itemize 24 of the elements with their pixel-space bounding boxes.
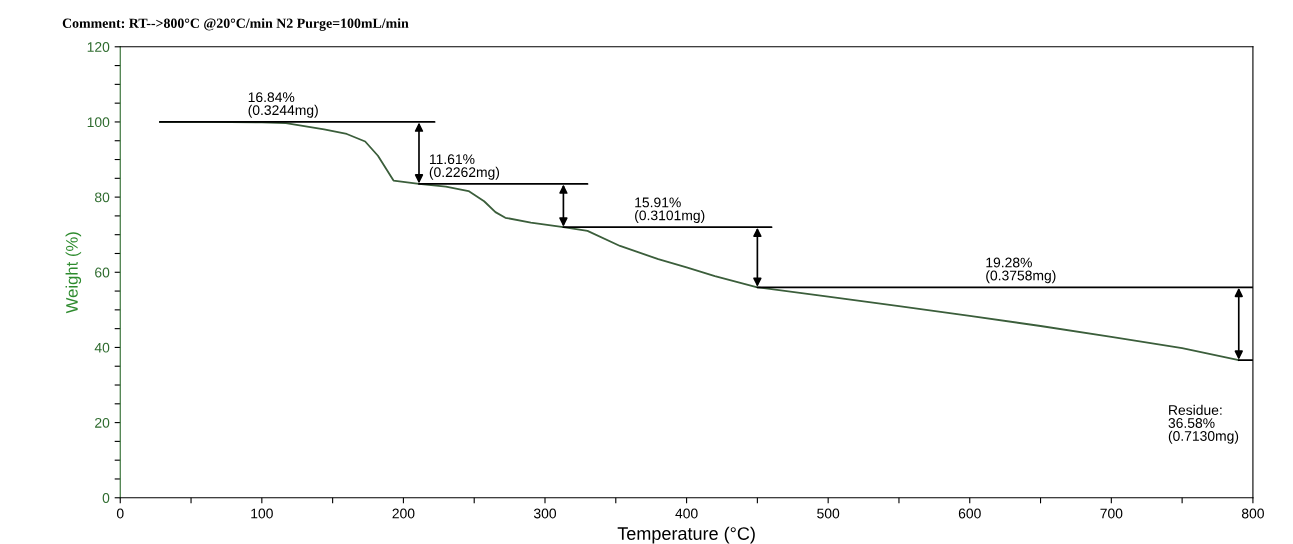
x-tick-label: 200	[392, 508, 415, 519]
annotation: 16.84% (0.3244mg)	[248, 92, 318, 118]
x-tick-label: 0	[116, 508, 124, 519]
y-tick-label: 0	[102, 493, 110, 503]
x-tick-label: 100	[251, 508, 273, 519]
y-tick-label: 100	[87, 117, 110, 128]
y-tick-label: 80	[94, 192, 110, 203]
x-tick-label: 700	[1100, 508, 1123, 519]
y-tick-label: 20	[95, 417, 110, 428]
y-axis-title: Weight (%)	[65, 232, 82, 314]
annotation: 15.91% (0.3101mg)	[635, 197, 705, 224]
annotation: Residue: 36.58% (0.7130mg)	[1168, 404, 1239, 444]
text: Comment: RT-->800°C @20°C/min N2 Purge=100mL/min	[62, 18, 409, 31]
annotation: 11.61% (0.2262mg)	[429, 154, 500, 180]
y-tick-label: 120	[87, 42, 110, 52]
x-tick-label: 400	[675, 508, 698, 519]
y-tick-label: 40	[94, 342, 110, 353]
y-tick-label: 60	[95, 267, 110, 278]
x-tick-label: 500	[817, 508, 840, 519]
x-tick-label: 300	[533, 508, 557, 519]
x-axis-title: Temperature (°C)	[617, 526, 755, 544]
annotation: 19.28% (0.3758mg)	[986, 257, 1056, 284]
x-tick-label: 600	[958, 508, 981, 519]
x-tick-label: 800	[1241, 508, 1264, 519]
